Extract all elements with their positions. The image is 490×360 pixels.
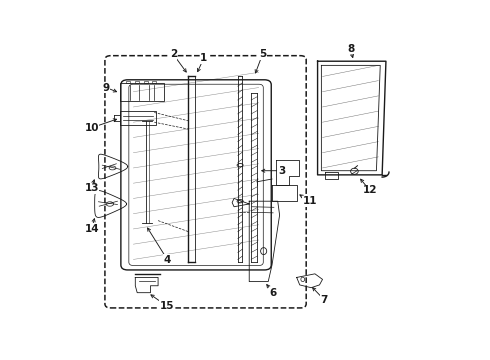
Bar [151,81,156,84]
Bar [126,81,130,84]
Bar [120,84,164,102]
Text: 10: 10 [84,123,99,133]
Text: 11: 11 [303,196,317,206]
Text: 4: 4 [164,255,171,265]
Text: 13: 13 [84,183,99,193]
Text: 2: 2 [170,49,177,59]
Bar [135,81,139,84]
Text: 9: 9 [102,82,110,93]
Text: 12: 12 [363,185,377,195]
Text: 8: 8 [347,44,354,54]
Text: 5: 5 [259,49,266,59]
Text: 1: 1 [200,53,207,63]
Text: 3: 3 [278,166,285,176]
Bar [144,81,148,84]
Text: 6: 6 [270,288,277,298]
Text: 15: 15 [160,301,174,311]
Text: 14: 14 [84,224,99,234]
Text: 7: 7 [320,294,328,305]
Bar [120,111,156,125]
